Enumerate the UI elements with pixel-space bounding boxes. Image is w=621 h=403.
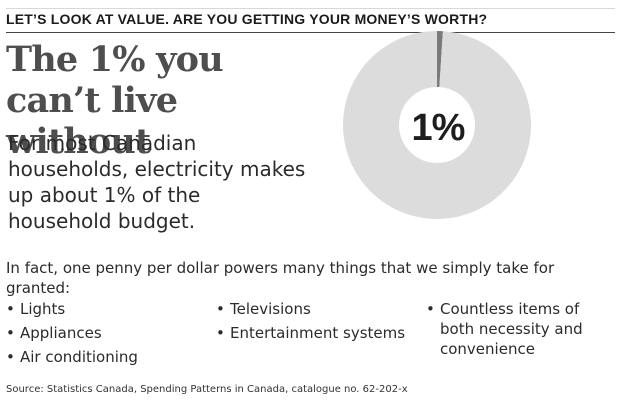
list-item: • Entertainment systems	[216, 323, 406, 343]
list-item-text: Lights	[20, 300, 66, 318]
bullet-icon: •	[216, 324, 225, 342]
list-item: • Televisions	[216, 299, 406, 320]
intro-text: In fact, one penny per dollar powers man…	[6, 259, 555, 297]
list-item: • Air conditioning	[6, 347, 206, 368]
list-item: • Countless items of both necessity and c…	[426, 299, 606, 359]
list-item: • Appliances	[6, 323, 206, 344]
list-item-text: Countless items of both necessity and co…	[440, 300, 583, 358]
list-item-text: Entertainment systems	[230, 324, 406, 342]
headline: The 1% you can’t live without	[6, 39, 224, 162]
list-item-text: Televisions	[230, 300, 311, 318]
bullet-icon: •	[6, 348, 15, 366]
bullet-icon: •	[6, 300, 15, 318]
list-column-2: • Televisions • Entertainment systems	[216, 299, 406, 346]
bullet-icon: •	[6, 324, 15, 342]
bullet-icon: •	[216, 300, 225, 318]
kicker-heading: LET’S LOOK AT VALUE. ARE YOU GETTING YOU…	[6, 11, 488, 27]
list-column-1: • Lights • Appliances • Air conditioning	[6, 299, 206, 371]
donut-center-label: 1%	[412, 107, 465, 149]
top-rule	[6, 8, 615, 9]
list-column-3: • Countless items of both necessity and c…	[426, 299, 606, 362]
source-note: Source: Statistics Canada, Spending Patt…	[6, 384, 408, 395]
lede-text: For most Canadian households, electricit…	[8, 131, 306, 233]
bullet-icon: •	[426, 300, 435, 318]
donut-chart: 1%	[342, 31, 531, 220]
donut-hole	[399, 87, 475, 163]
list-item-text: Appliances	[20, 324, 102, 342]
heading-divider	[6, 32, 615, 33]
list-item: • Lights	[6, 299, 206, 320]
list-item-text: Air conditioning	[20, 348, 138, 366]
